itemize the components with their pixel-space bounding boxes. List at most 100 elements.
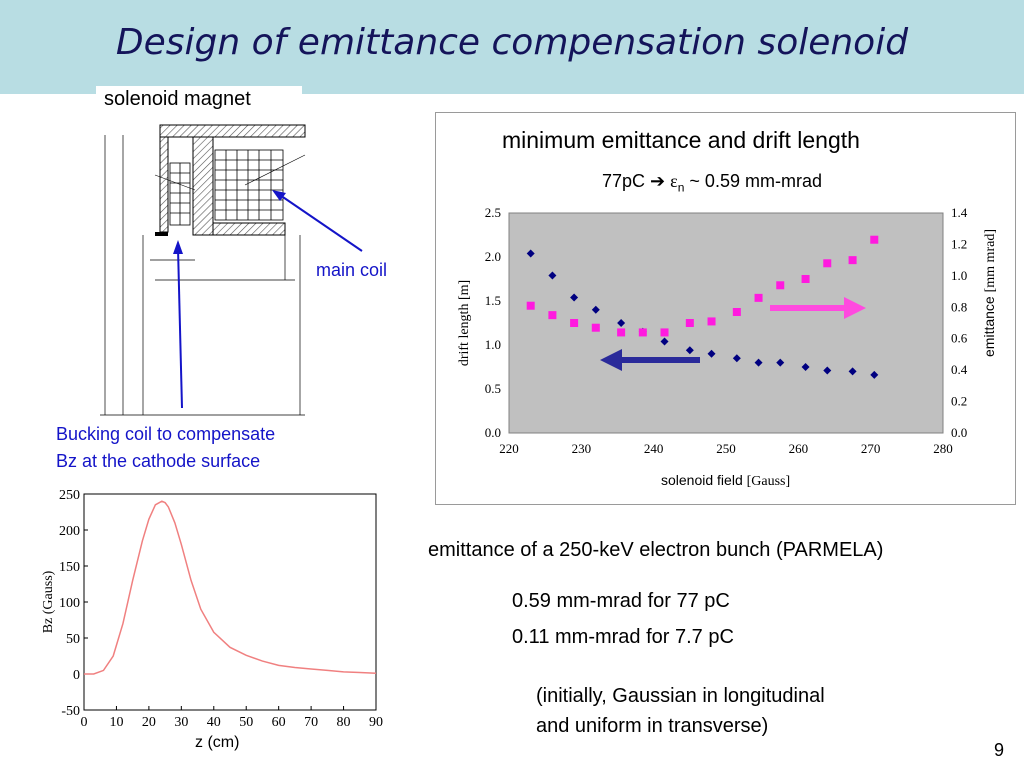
bz-x-tick-label: 10: [109, 715, 123, 730]
y-right-tick-label: 0.4: [951, 362, 968, 377]
slide-title: Design of emittance compensation solenoi…: [115, 22, 909, 63]
drift-length-point: [707, 349, 716, 358]
y-right-tick-label: 1.0: [951, 268, 967, 283]
y-right-axis-main: emittance: [981, 292, 997, 357]
drift-length-point: [801, 363, 810, 371]
y-left-tick-label: 2.0: [485, 249, 501, 264]
emittance-point: [732, 308, 741, 316]
drift-length-point: [548, 271, 557, 280]
subtitle-prefix: 77pC: [602, 171, 646, 191]
emittance-point: [685, 319, 694, 327]
y-right-axis-unit: [mm mrad]: [983, 229, 998, 292]
bz-x-tick-label: 30: [174, 715, 188, 730]
main-coil-arrow: [272, 190, 363, 252]
emittance-chart: minimum emittance and drift length 77pC …: [435, 112, 1016, 505]
y-right-tick-label: 0.0: [951, 425, 967, 440]
y-left-tick-label: 1.5: [485, 293, 501, 308]
drift-length-point: [823, 366, 832, 375]
epsilon-subscript: n: [677, 180, 685, 195]
chart-xlabel: solenoid field [Gauss]: [661, 472, 790, 490]
chart-subtitle: 77pC ➔ εn ~ 0.59 mm-mrad: [602, 171, 822, 195]
bz-chart: 0 10 20 30 40 50 60 70 80 90 250 200 150 100 50 0 -50 Bz …: [30, 484, 400, 768]
y-right-tick-label: 1.4: [951, 205, 968, 220]
note-line-1: (initially, Gaussian in longitudinal: [536, 685, 825, 707]
plot-area: [508, 212, 944, 434]
page-number: 9: [994, 740, 1005, 760]
bz-x-tick-label: 40: [207, 715, 221, 730]
bz-y-tick-label: 200: [59, 524, 80, 539]
y-right-tick-label: 1.2: [951, 236, 967, 251]
bz-y-tick-label: 150: [59, 560, 80, 575]
bz-x-tick-label: 60: [272, 715, 286, 730]
bz-plot: 0 10 20 30 40 50 60 70 80 90250200150100500-50Bz …: [41, 488, 383, 730]
drift-length-point: [526, 249, 535, 258]
main-coil: [214, 149, 284, 221]
subtitle-suffix: ~ 0.59 mm-mrad: [689, 171, 822, 191]
drift-length-point: [870, 370, 879, 379]
drift-length-point: [754, 358, 763, 367]
bz-y-axis-label: Bz (Gauss): [41, 570, 56, 633]
y-left-tick-label: 1.0: [485, 337, 501, 352]
bz-x-tick-label: 50: [239, 715, 253, 730]
title-bar: [0, 0, 1024, 94]
emittance-point: [707, 317, 716, 326]
y-right-tick-label: 0.8: [951, 299, 967, 314]
emittance-point: [848, 256, 857, 265]
bz-x-tick-label: 0: [81, 715, 88, 730]
main-coil-label: main coil: [316, 260, 388, 280]
bz-x-tick-label: 90: [369, 715, 383, 730]
x-tick-label: 270: [861, 441, 881, 456]
yoke: [155, 124, 306, 236]
emittance-heading: emittance of a 250-keV electron bunch (P…: [428, 539, 884, 561]
left-arrow-shaft: [616, 357, 700, 363]
epsilon-symbol: ε: [670, 171, 678, 191]
bz-xlabel: z (cm): [195, 734, 240, 751]
drift-length-point: [848, 367, 857, 376]
bz-plot-area: [83, 493, 377, 711]
emittance-point: [591, 323, 600, 332]
drift-length-point: [617, 319, 626, 327]
drift-length-point: [660, 337, 669, 346]
bz-y-tick-label: 50: [66, 632, 80, 647]
emittance-point: [638, 328, 647, 337]
emittance-point: [801, 275, 810, 283]
x-tick-label: 220: [499, 441, 519, 456]
result-line-1: 0.59 mm-mrad for 77 pC: [512, 590, 730, 612]
emittance-point: [617, 328, 626, 337]
y-right-tick-label: 0.6: [951, 331, 968, 346]
bz-x-tick-label: 80: [337, 715, 351, 730]
drift-length-point: [591, 305, 600, 314]
xlabel-main: solenoid field: [661, 472, 743, 488]
chart-title: minimum emittance and drift length: [502, 127, 860, 153]
arrow-right-icon: ➔: [650, 171, 666, 191]
bz-y-tick-label: 0: [73, 668, 80, 683]
x-tick-label: 250: [716, 441, 736, 456]
emittance-point: [823, 259, 832, 268]
result-line-2: 0.11 mm-mrad for 7.7 pC: [512, 626, 734, 648]
x-tick-label: 260: [789, 441, 809, 456]
bucking-label-line2: Bz at the cathode surface: [56, 451, 261, 471]
drift-length-point: [570, 293, 579, 302]
left-arrow-head: [600, 349, 622, 371]
bz-x-tick-label: 20: [142, 715, 156, 730]
drift-length-point: [732, 354, 741, 363]
bz-x-tick-label: 70: [304, 715, 318, 730]
bucking-coil-arrow: [173, 240, 183, 409]
y-right-axis-label: emittance [mm mrad]: [981, 229, 998, 357]
solenoid-heading-box: solenoid magnet: [96, 86, 302, 113]
emittance-point: [570, 319, 579, 327]
bucking-label-line1: Bucking coil to compensate: [56, 424, 276, 444]
emittance-point: [660, 328, 669, 337]
xlabel-unit: [Gauss]: [746, 474, 791, 489]
bz-y-tick-label: 100: [59, 596, 80, 611]
bz-curve: [84, 500, 377, 675]
bz-y-tick-label: 250: [59, 488, 80, 503]
x-tick-label: 240: [644, 441, 664, 456]
emittance-plot: 220 230 240 250 260 270 2800.00.51.01.52.02.50…: [457, 205, 998, 456]
emittance-point: [526, 301, 535, 310]
emittance-point: [548, 311, 557, 320]
emittance-point: [870, 235, 879, 244]
bz-y-tick-label: -50: [61, 704, 80, 719]
y-left-tick-label: 0.5: [485, 381, 501, 396]
drift-length-point: [776, 358, 785, 367]
